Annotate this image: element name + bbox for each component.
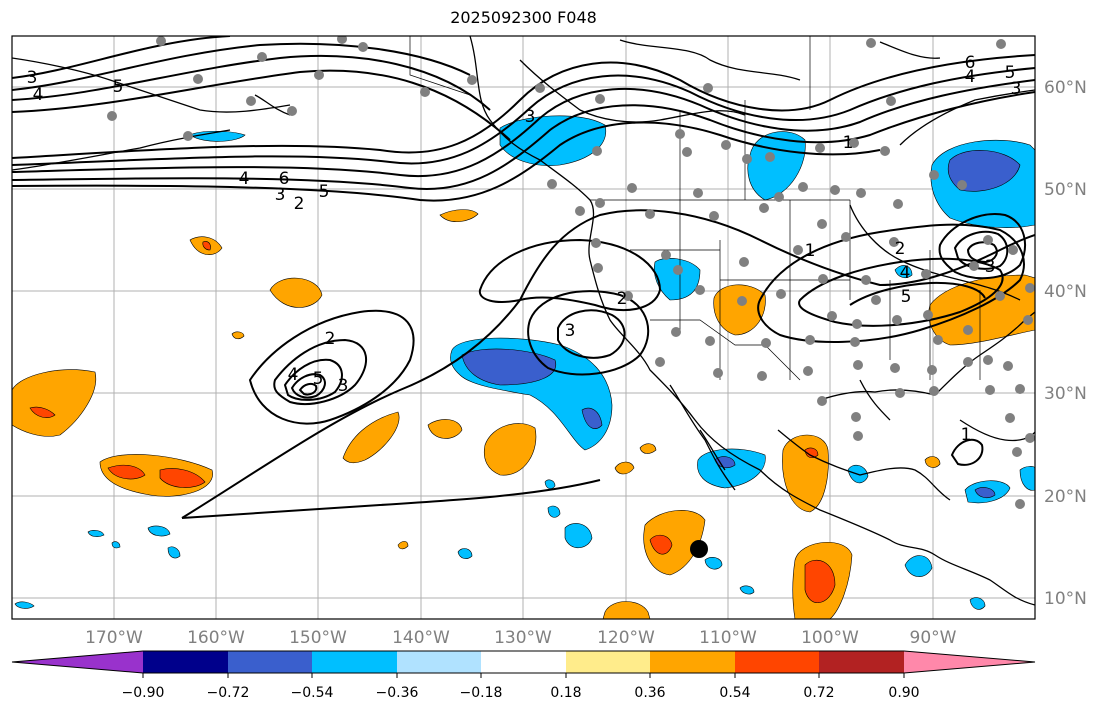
contour-label: 5 [319,182,330,202]
colorbar-tick-label: 0.72 [803,685,834,701]
colorbar-tick-label: −0.36 [376,685,419,701]
contour-label: 2 [325,329,336,349]
lat-label: 40°N [1044,282,1087,302]
contour-label: 5 [313,369,324,389]
colorbar-segment [819,651,904,673]
lon-label: 110°W [699,628,757,648]
colorbar-segment [12,651,143,673]
positive-anomaly-regions [12,209,1035,619]
colorbar-tick-label: −0.54 [291,685,334,701]
lat-label: 50°N [1044,180,1087,200]
colorbar-segment [143,651,228,673]
colorbar-segment [397,651,481,673]
colorbar-tick-label: 0.54 [719,685,750,701]
station-dots [107,36,1035,509]
latitude-labels: 60°N 50°N 40°N 30°N 20°N 10°N [1044,78,1087,609]
contour-label: 5 [1005,63,1016,83]
contour-label: 3 [1011,79,1022,99]
contour-label: 4 [288,365,299,385]
colorbar-segment [904,651,1035,673]
contour-label: 6 [279,169,290,189]
colorbar-segment [650,651,735,673]
lon-label: 120°W [597,628,655,648]
lat-label: 30°N [1044,384,1087,404]
lat-label: 60°N [1044,78,1087,98]
colorbar-segment [312,651,397,673]
colorbar-segment [228,651,312,673]
colorbar-tick-label: 0.18 [550,685,581,701]
contour-label: 3 [565,321,576,341]
colorbar-tick-label: −0.72 [207,685,250,701]
contour-label: 1 [961,425,972,445]
colorbar-tick-labels: −0.90 −0.72 −0.54 −0.36 −0.18 0.18 0.36 … [122,685,920,701]
colorbar-tick-label: 0.36 [634,685,665,701]
colorbar-segment [481,651,566,673]
height-contours [12,36,1035,519]
lon-label: 90°W [910,628,957,648]
contour-label: 5 [113,77,124,97]
contour-label: 1 [805,241,816,261]
contour-label: 4 [239,169,250,189]
lat-label: 10°N [1044,589,1087,609]
contour-label: 2 [617,289,628,309]
colorbar-segment [566,651,650,673]
longitude-labels: 170°W 160°W 150°W 140°W 130°W 120°W 110°… [85,628,957,648]
contour-label: 5 [901,287,912,307]
contour-label: 4 [965,67,976,87]
map-frame [11,35,1036,620]
contour-labels: 3 4 5 4 6 3 2 5 2 3 4 5 3 2 3 1 1 2 3 4 … [27,53,1022,445]
colorbar-segment [735,651,819,673]
colorbar [11,650,1036,678]
contour-label: 3 [27,68,38,88]
contour-label: 1 [843,133,854,153]
contour-label: 3 [338,376,349,396]
contour-label: 4 [900,263,911,283]
lat-label: 20°N [1044,487,1087,507]
lon-label: 100°W [801,628,859,648]
lon-label: 170°W [85,628,143,648]
lon-label: 140°W [392,628,450,648]
negative-anomaly-regions [14,115,1035,610]
contour-label: 4 [33,85,44,105]
contour-label: 2 [895,239,906,259]
contour-label: 2 [294,194,305,214]
lon-label: 160°W [187,628,245,648]
contour-label: 3 [985,257,996,277]
lon-label: 150°W [289,628,347,648]
storm-center-marker [690,540,708,558]
colorbar-tick-label: −0.18 [460,685,503,701]
contour-label: 3 [275,185,286,205]
contour-label: 3 [525,107,536,127]
map-title: 2025092300 F048 [450,8,597,27]
contour-label: 6 [965,53,976,73]
colorbar-tick-label: 0.90 [888,685,919,701]
lon-label: 130°W [494,628,552,648]
colorbar-tick-label: −0.90 [122,685,165,701]
